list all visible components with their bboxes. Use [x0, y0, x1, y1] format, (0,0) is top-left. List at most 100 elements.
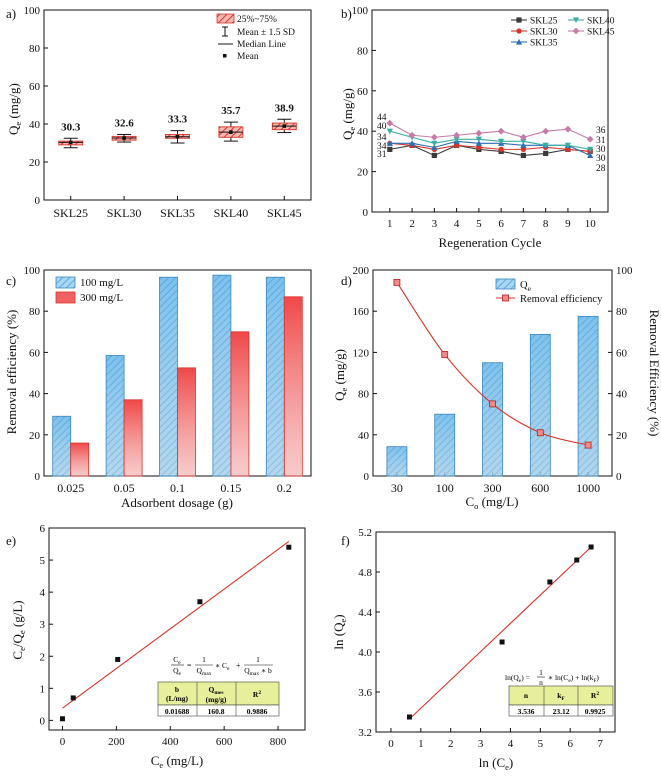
point-SKL45 — [564, 125, 572, 133]
y-tick-label: 0 — [363, 207, 369, 219]
legend-sd: Mean ± 1.5 SD — [237, 28, 295, 38]
legend-marker-SKL25 — [516, 17, 522, 23]
panel-a-label: a) — [6, 6, 16, 21]
svg-text:∗ Ce: ∗ Ce — [215, 661, 230, 672]
point-SKL40 — [587, 146, 594, 153]
x-tick-label: 2 — [409, 218, 415, 230]
data-point — [574, 557, 580, 563]
point-SKL30 — [520, 146, 526, 152]
mean-marker — [68, 140, 73, 145]
svg-text:Qe: Qe — [173, 666, 181, 677]
legend-label-SKL30: SKL30 — [530, 28, 558, 38]
x-tick-label: 0 — [388, 738, 394, 750]
y-tick-label: 20 — [616, 430, 628, 442]
x-tick-label: 600 — [531, 481, 549, 495]
svg-text:R2: R2 — [253, 690, 261, 699]
mean-marker — [175, 134, 180, 139]
y-tick-label: 6 — [40, 523, 46, 535]
legend-label-SKL35: SKL35 — [530, 39, 558, 49]
end-value-label: 30 — [596, 145, 606, 155]
linear-fit — [62, 541, 290, 709]
panel-f-label: f) — [341, 533, 350, 548]
panel-f-fit-line — [409, 546, 592, 720]
y-tick-label: 0 — [40, 715, 46, 727]
data-point — [499, 639, 505, 645]
x-tick-label: 800 — [270, 736, 287, 748]
y-tick-label: 40 — [358, 430, 370, 442]
legend-re-marker — [502, 294, 509, 302]
point-SKL40 — [520, 138, 527, 145]
bar-100mgL — [159, 276, 178, 477]
svg-text:1: 1 — [539, 668, 543, 677]
panel-d-bars — [386, 315, 599, 477]
svg-text:160.8: 160.8 — [208, 707, 225, 716]
mean-value-label: 32.6 — [114, 117, 134, 129]
legend-300-swatch — [55, 291, 76, 304]
removal-efficiency-point — [489, 400, 496, 408]
start-value-label: 44 — [377, 113, 387, 123]
svg-text:R2: R2 — [591, 691, 599, 700]
point-SKL45 — [408, 131, 416, 139]
point-SKL35 — [431, 144, 438, 150]
y-tick-label: 40 — [29, 389, 41, 401]
y-tick-label: 80 — [29, 43, 41, 55]
svg-text:23.12: 23.12 — [553, 707, 570, 716]
legend-300-label: 300 mg/L — [80, 292, 123, 304]
mean-value-label: 30.3 — [61, 121, 81, 133]
panel-d-right-y-axis-label: Removal Efficiency (%) — [647, 310, 661, 437]
x-tick-label: 0.15 — [220, 481, 241, 495]
point-SKL30 — [454, 142, 460, 148]
svg-text:kF: kF — [557, 691, 565, 702]
y-tick-label: 5.2 — [358, 527, 372, 539]
bar-300mgL — [283, 296, 303, 477]
svg-text:Ce: Ce — [173, 655, 181, 666]
x-tick-label: 7 — [597, 738, 603, 750]
svg-text:3.536: 3.536 — [518, 707, 535, 716]
x-tick-label: 3 — [432, 218, 438, 230]
x-tick-label: 0.05 — [114, 481, 135, 495]
y-tick-label: 4.4 — [358, 607, 372, 619]
svg-text:b: b — [175, 685, 179, 694]
y-tick-label: 160 — [353, 306, 370, 318]
legend-whisker-swatch — [222, 26, 228, 37]
x-tick-label: 0.025 — [57, 481, 84, 495]
svg-text:0.01688: 0.01688 — [165, 707, 190, 716]
panel-e-points — [59, 544, 292, 722]
svg-text:Qmes: Qmes — [208, 685, 223, 696]
point-SKL45 — [430, 133, 438, 141]
svg-text:+: + — [236, 661, 241, 670]
legend-label-SKL25: SKL25 — [530, 17, 558, 27]
y-tick-label: 0 — [616, 471, 622, 483]
panel-b-x-axis-label: Regeneration Cycle — [439, 235, 542, 250]
series-line-SKL45 — [389, 122, 591, 140]
x-tick-label: 0.1 — [170, 481, 185, 495]
panel-f-x-ticks: 0 1 2 3 4 5 6 7 — [388, 728, 603, 750]
panel-d-x-ticks: 30 100 300 600 1000 — [391, 472, 600, 495]
x-tick-label: SKL35 — [160, 206, 195, 220]
data-point — [406, 714, 412, 720]
panel-b-y-axis-label: Qe (mg/g) — [340, 88, 357, 140]
y-tick-label: 40 — [29, 119, 41, 131]
svg-text:1: 1 — [202, 655, 206, 664]
y-tick-label: 60 — [616, 347, 628, 359]
legend-marker-SKL35 — [515, 38, 523, 45]
point-SKL35 — [408, 140, 416, 146]
point-SKL40 — [475, 136, 482, 143]
panel-f-param-table: n kF R2 3.536 23.12 0.9925 — [508, 685, 614, 717]
point-SKL30 — [565, 146, 571, 152]
point-SKL35 — [386, 140, 393, 146]
panel-a-x-ticks: SKL25 SKL30 SKL35 SKL40 SKL45 — [53, 196, 302, 220]
y-tick-label: 0 — [35, 195, 41, 207]
data-point — [197, 599, 203, 605]
point-SKL40 — [498, 138, 505, 145]
legend-median: Median Line — [237, 40, 286, 50]
svg-text:1: 1 — [256, 655, 260, 664]
legend-marker-SKL45 — [572, 27, 580, 35]
point-SKL45 — [453, 131, 461, 139]
mean-marker — [229, 130, 233, 134]
panel-e-fit-line — [62, 541, 290, 709]
x-tick-label: 1 — [387, 218, 393, 230]
